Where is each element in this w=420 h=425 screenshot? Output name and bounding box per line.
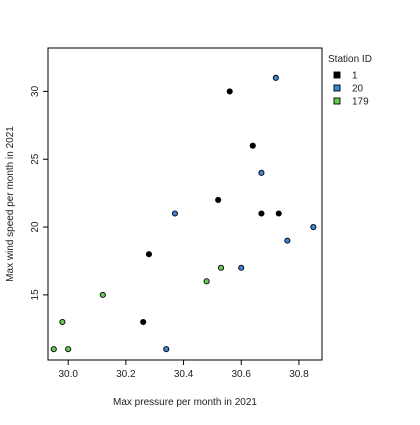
y-tick-label: 30 xyxy=(30,85,41,97)
y-tick-label: 25 xyxy=(30,153,41,165)
x-axis-title: Max pressure per month in 2021 xyxy=(113,397,257,408)
data-point-station-20 xyxy=(310,224,317,231)
legend-title: Station ID xyxy=(328,54,372,65)
y-tick-label: 20 xyxy=(30,221,41,233)
x-tick-label: 30.6 xyxy=(232,369,252,380)
plot-frame xyxy=(47,47,323,361)
y-axis-title: Max wind speed per month in 2021 xyxy=(5,126,16,282)
data-point-station-1 xyxy=(215,196,222,203)
data-point-station-20 xyxy=(258,169,265,176)
data-point-station-20 xyxy=(284,237,291,244)
data-points xyxy=(50,74,317,353)
data-point-station-179 xyxy=(218,264,225,271)
data-point-station-20 xyxy=(272,74,279,81)
data-point-station-1 xyxy=(145,251,152,258)
legend-label-179: 179 xyxy=(352,97,369,108)
data-point-station-1 xyxy=(275,210,282,217)
y-axis: 15 20 25 30 xyxy=(30,85,48,300)
data-point-station-179 xyxy=(99,291,106,298)
x-tick-label: 30.8 xyxy=(289,369,309,380)
data-point-station-179 xyxy=(203,278,210,285)
legend: Station ID 1 20 179 xyxy=(328,54,372,108)
data-point-station-20 xyxy=(238,264,245,271)
legend-label-1: 1 xyxy=(352,71,358,82)
x-axis: 30.0 30.2 30.4 30.6 30.8 xyxy=(58,360,309,380)
data-point-station-20 xyxy=(171,210,178,217)
data-point-station-20 xyxy=(163,346,170,353)
data-point-station-179 xyxy=(50,346,57,353)
data-point-station-179 xyxy=(65,346,72,353)
y-tick-label: 15 xyxy=(30,289,41,301)
x-tick-label: 30.0 xyxy=(58,369,78,380)
data-point-station-1 xyxy=(249,142,256,149)
x-tick-label: 30.4 xyxy=(174,369,194,380)
legend-swatch-20 xyxy=(333,84,341,92)
legend-swatch-179 xyxy=(333,97,341,105)
data-point-station-1 xyxy=(258,210,265,217)
legend-label-20: 20 xyxy=(352,84,364,95)
legend-swatch-1 xyxy=(333,71,341,79)
x-tick-label: 30.2 xyxy=(116,369,136,380)
data-point-station-179 xyxy=(59,318,66,326)
data-point-station-1 xyxy=(226,88,233,95)
data-point-station-1 xyxy=(140,318,147,326)
